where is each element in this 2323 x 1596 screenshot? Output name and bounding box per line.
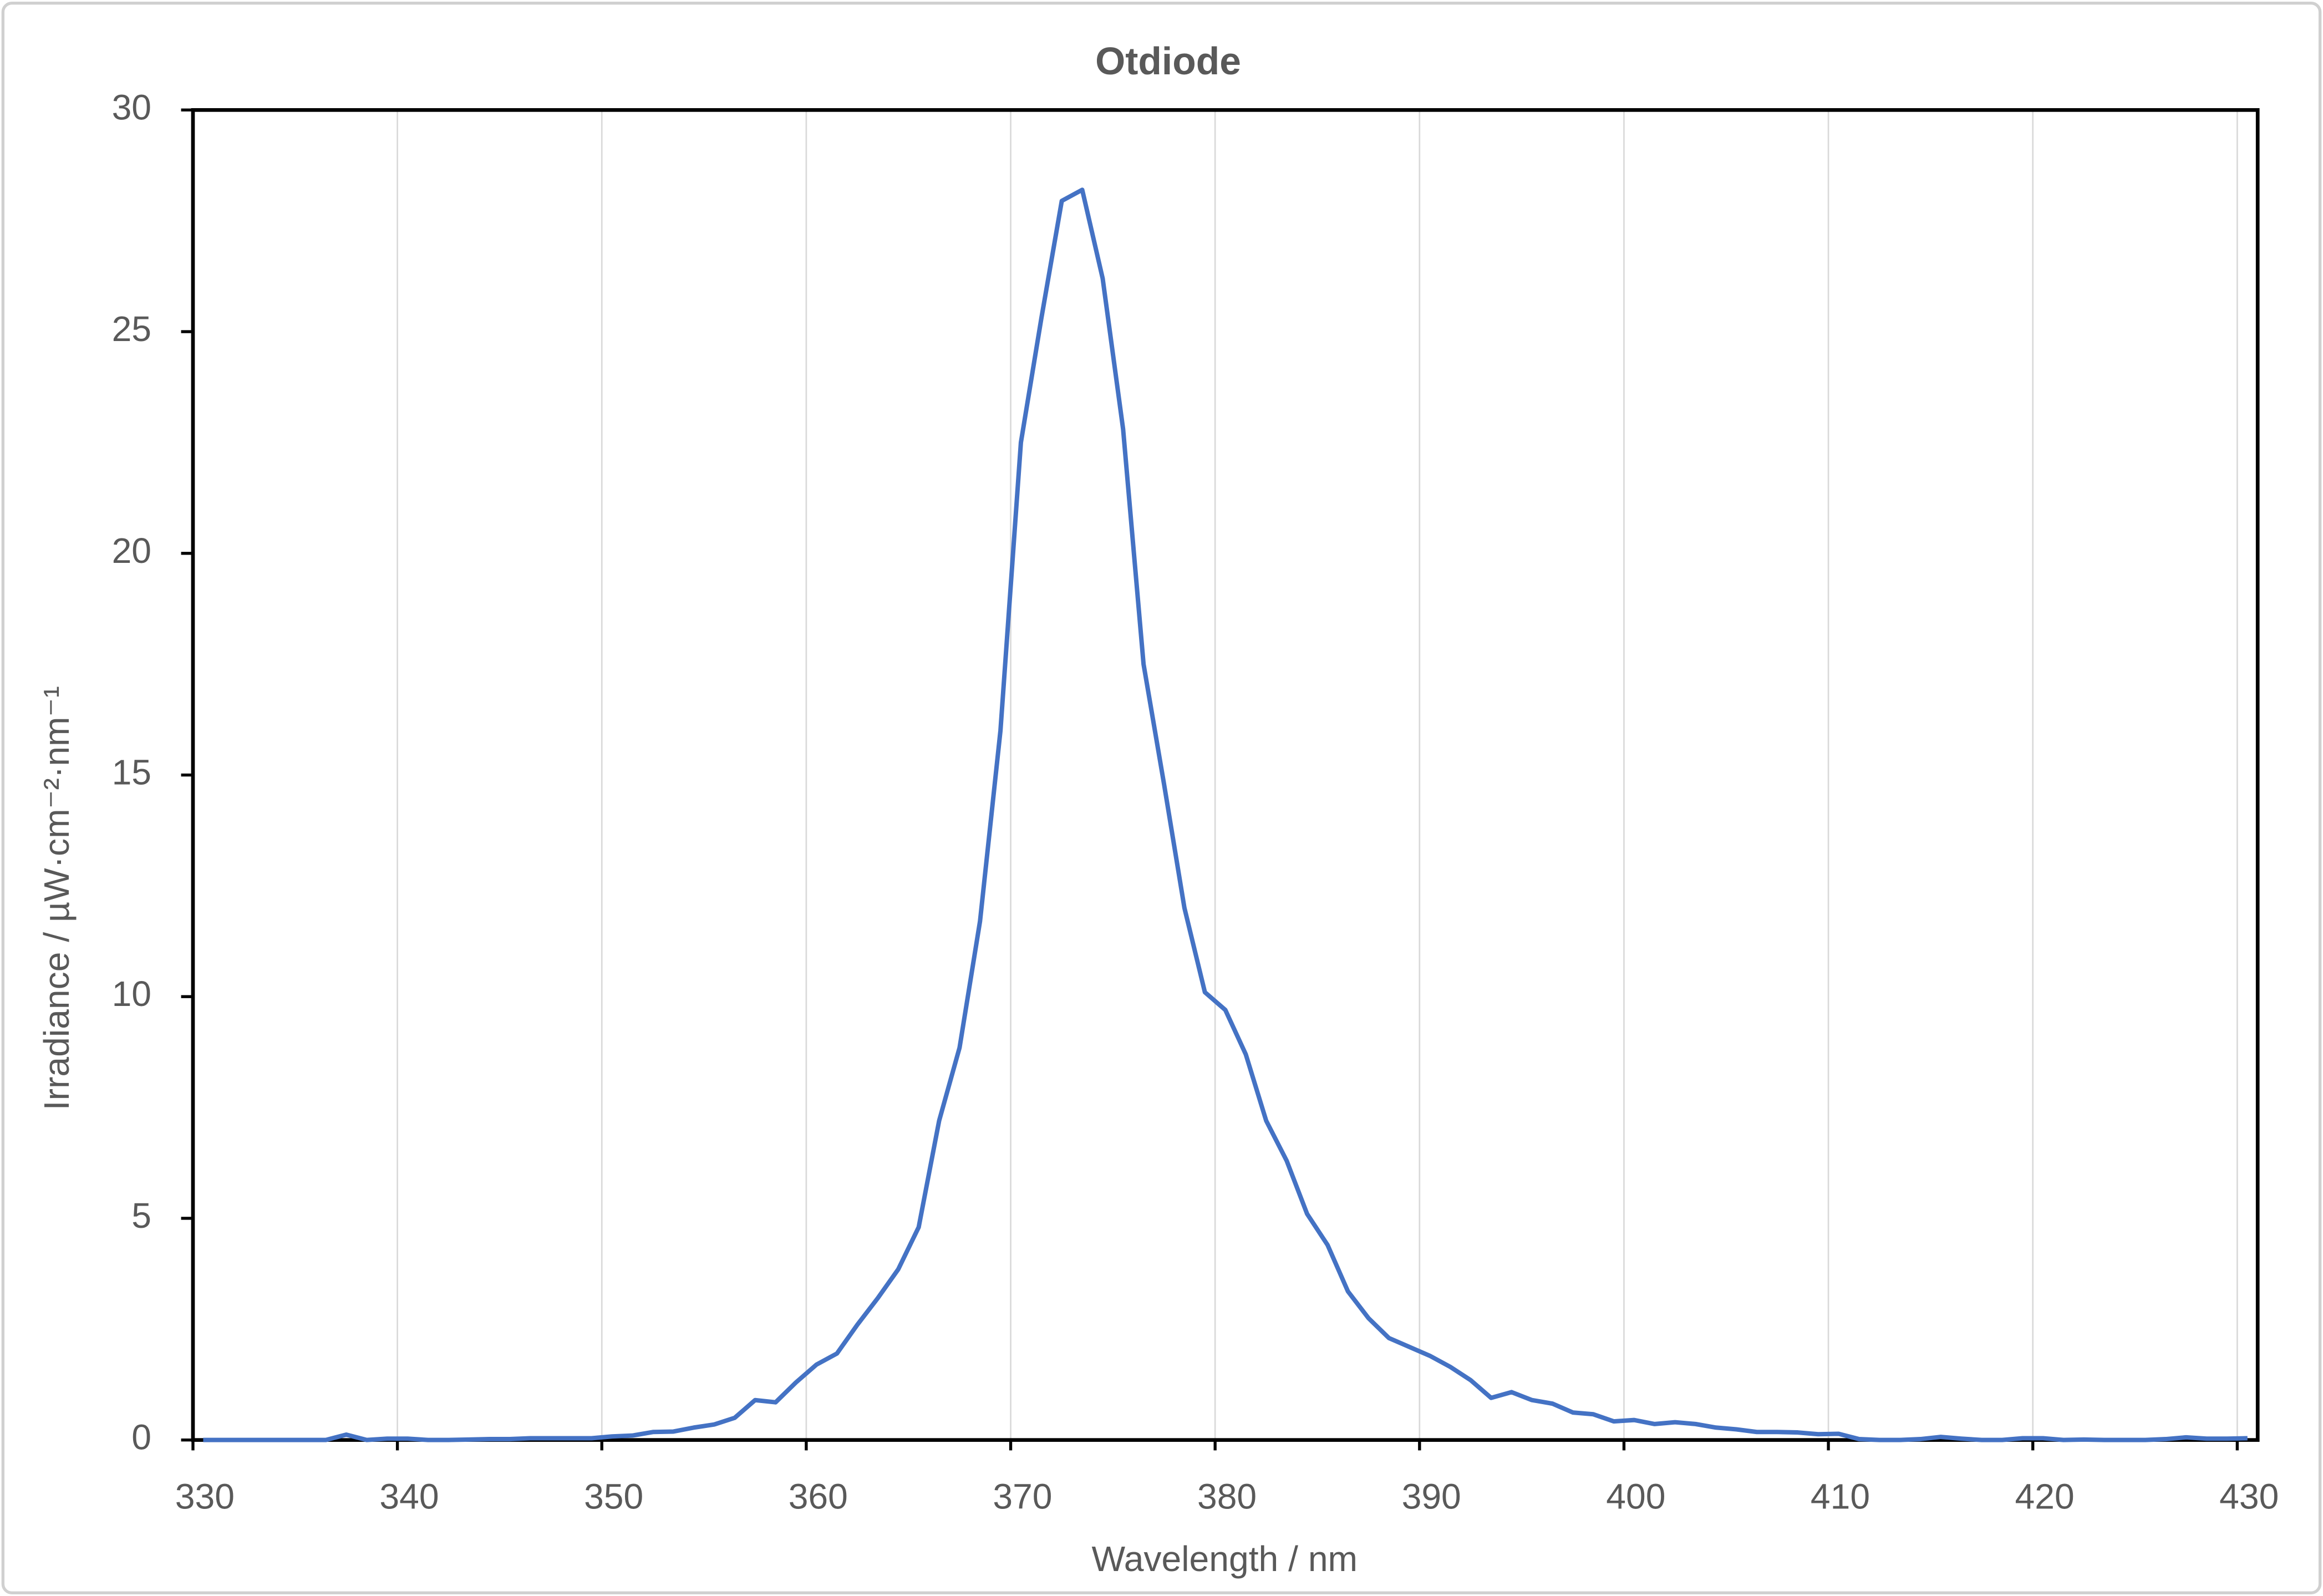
x-tick-label: 330 xyxy=(175,1477,235,1517)
chart-title: Otdiode xyxy=(1095,39,1241,83)
y-tick-label: 25 xyxy=(112,309,151,349)
y-tick-label: 30 xyxy=(112,87,151,127)
x-axis-label: Wavelength / nm xyxy=(1091,1539,1358,1579)
x-tick-label: 390 xyxy=(1402,1477,1461,1517)
plot-area xyxy=(191,108,2260,1442)
x-tick-label: 400 xyxy=(1606,1477,1665,1517)
x-tick-label: 340 xyxy=(379,1477,439,1517)
y-axis-label: Irradiance / µW·cm⁻²·nm⁻¹ xyxy=(37,686,77,1110)
y-tick-label: 5 xyxy=(131,1196,151,1236)
x-tick-label: 420 xyxy=(2015,1477,2075,1517)
x-tick-label: 360 xyxy=(789,1477,848,1517)
y-tick-label: 15 xyxy=(112,752,151,792)
y-tick-label: 10 xyxy=(112,974,151,1014)
data-line xyxy=(203,187,2248,1442)
y-tick-label: 0 xyxy=(131,1417,151,1457)
y-tick-label: 20 xyxy=(112,531,151,571)
x-tick-label: 430 xyxy=(2219,1477,2279,1517)
x-tick-label: 410 xyxy=(1811,1477,1870,1517)
x-tick-label: 380 xyxy=(1197,1477,1257,1517)
x-tick-label: 370 xyxy=(993,1477,1052,1517)
x-tick-label: 350 xyxy=(584,1477,643,1517)
